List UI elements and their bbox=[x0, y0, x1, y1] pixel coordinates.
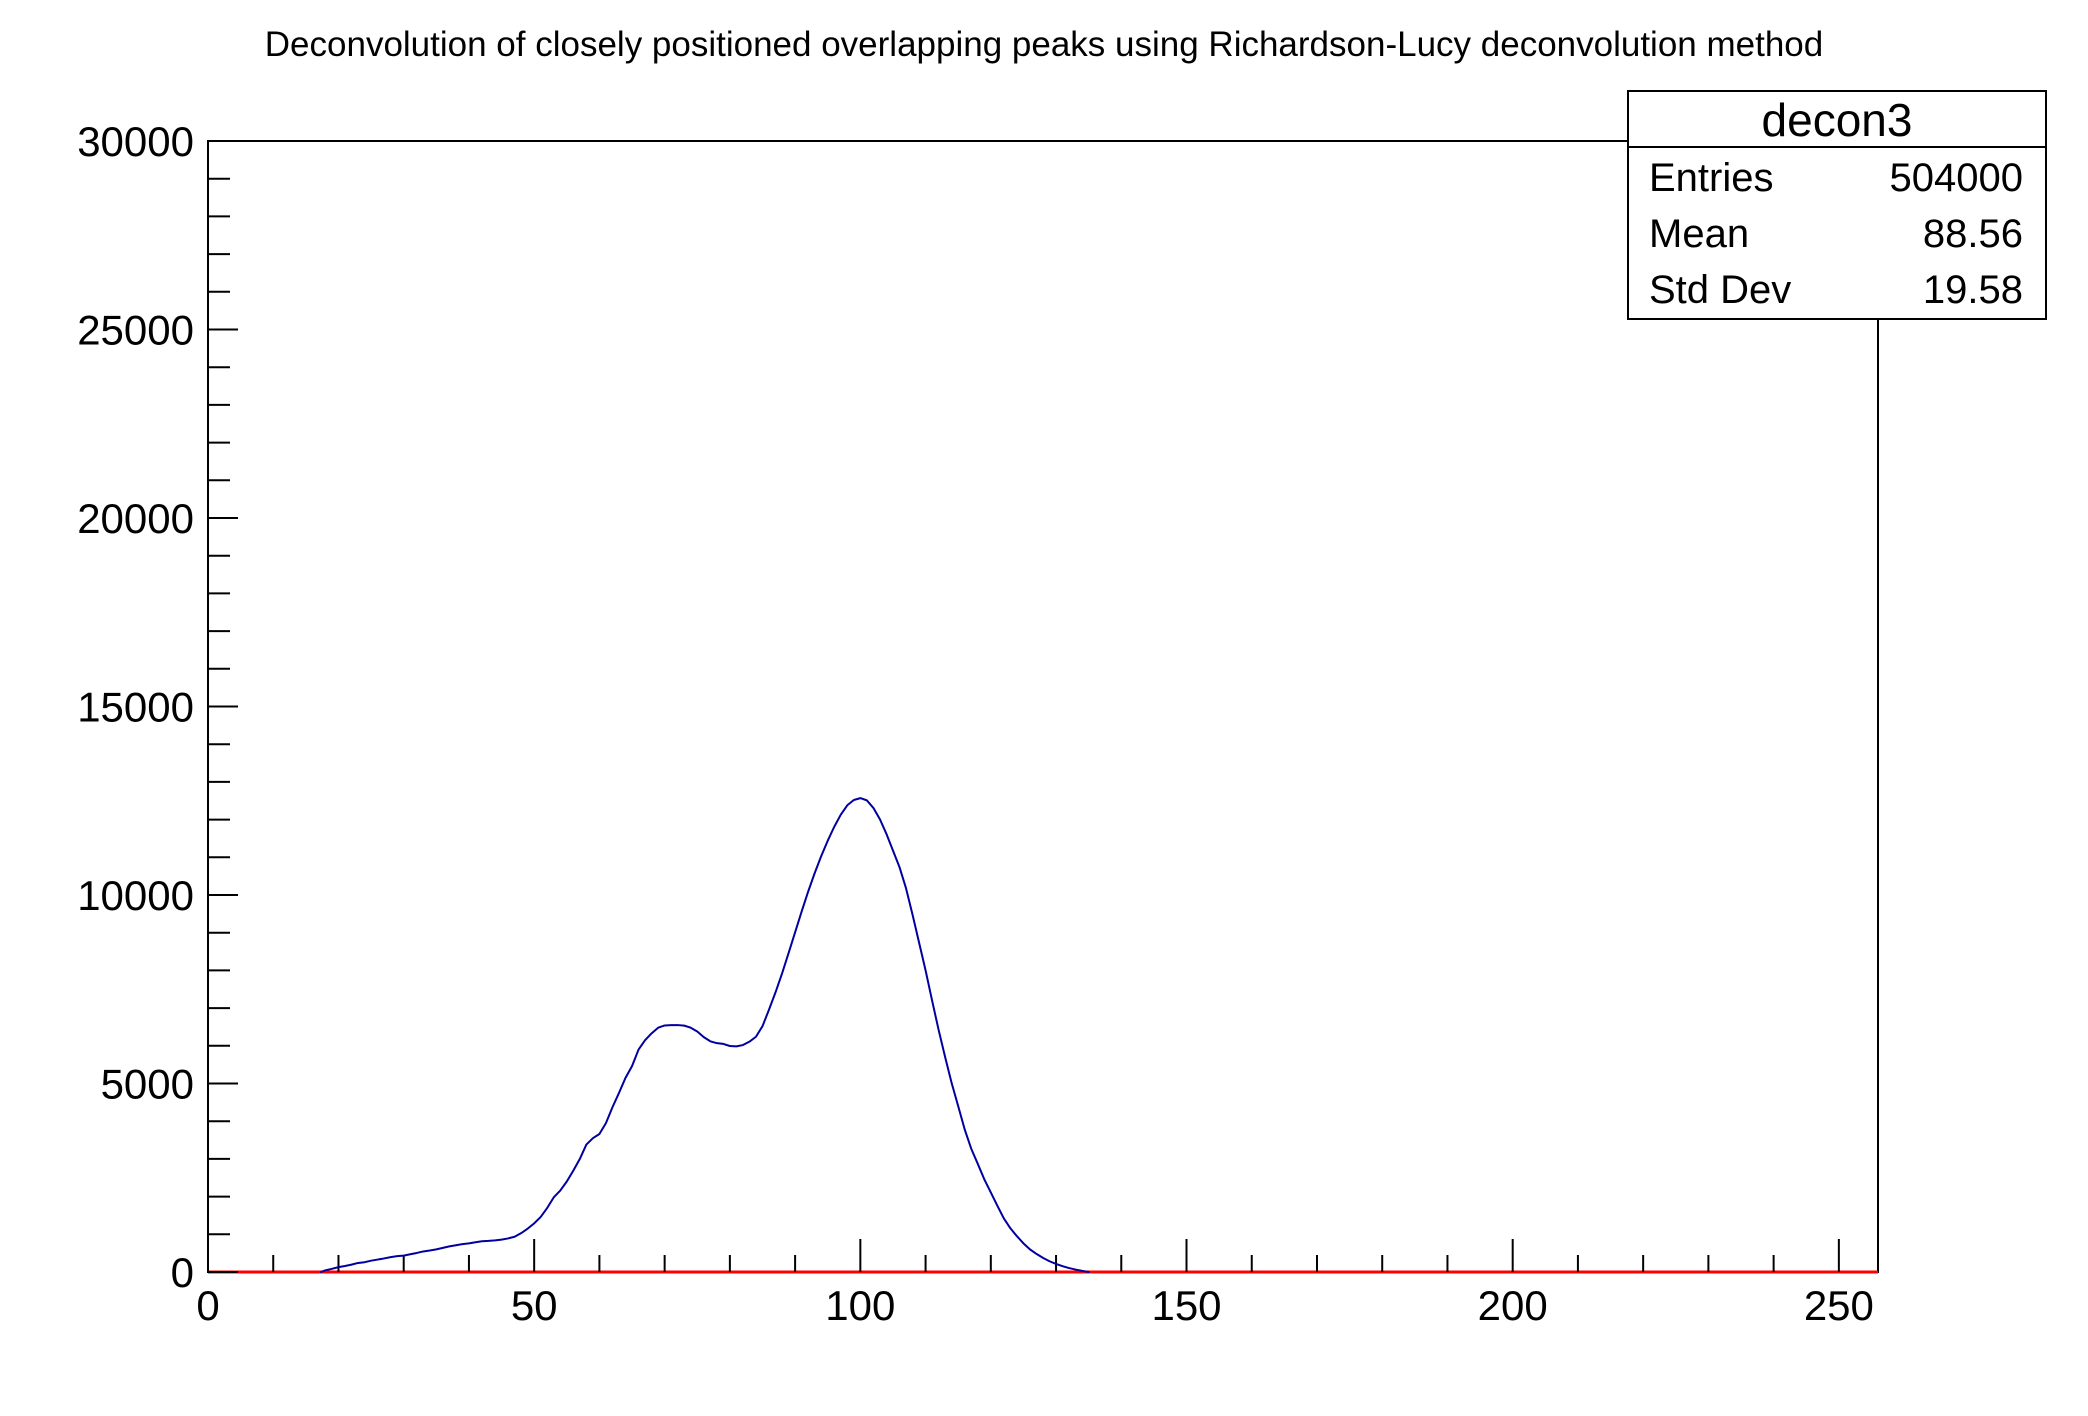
stat-value: 19.58 bbox=[1922, 267, 2023, 312]
x-axis-tick-label: 150 bbox=[1151, 1282, 1221, 1329]
stats-rows: Entries 504000 Mean 88.56 Std Dev 19.58 bbox=[1629, 148, 2045, 320]
y-axis-tick-label: 25000 bbox=[77, 307, 194, 354]
stat-label: Std Dev bbox=[1649, 267, 1792, 312]
y-axis-tick-label: 0 bbox=[171, 1249, 194, 1296]
stats-box-title: decon3 bbox=[1629, 92, 2045, 148]
x-axis-tick-label: 0 bbox=[196, 1282, 219, 1329]
stat-value: 88.56 bbox=[1922, 211, 2023, 256]
stat-label: Entries bbox=[1649, 155, 1774, 200]
y-axis-tick-label: 20000 bbox=[77, 495, 194, 542]
stats-row-entries: Entries 504000 bbox=[1629, 156, 2045, 201]
deconvolution-curve bbox=[319, 797, 1090, 1273]
stats-row-stddev: Std Dev 19.58 bbox=[1629, 268, 2045, 313]
plot-title: Deconvolution of closely positioned over… bbox=[264, 25, 1824, 64]
stats-box: decon3 Entries 504000 Mean 88.56 Std Dev… bbox=[1627, 90, 2047, 320]
stat-value: 504000 bbox=[1889, 155, 2023, 200]
stat-label: Mean bbox=[1649, 211, 1750, 256]
x-axis-tick-label: 200 bbox=[1478, 1282, 1548, 1329]
x-axis-tick-label: 250 bbox=[1804, 1282, 1874, 1329]
x-axis-tick-label: 100 bbox=[825, 1282, 895, 1329]
y-axis-tick-label: 15000 bbox=[77, 684, 194, 731]
y-axis-tick-label: 5000 bbox=[101, 1061, 194, 1108]
y-axis-tick-label: 10000 bbox=[77, 872, 194, 919]
stats-row-mean: Mean 88.56 bbox=[1629, 212, 2045, 257]
y-axis-tick-label: 30000 bbox=[77, 118, 194, 165]
x-axis-tick-label: 50 bbox=[511, 1282, 558, 1329]
